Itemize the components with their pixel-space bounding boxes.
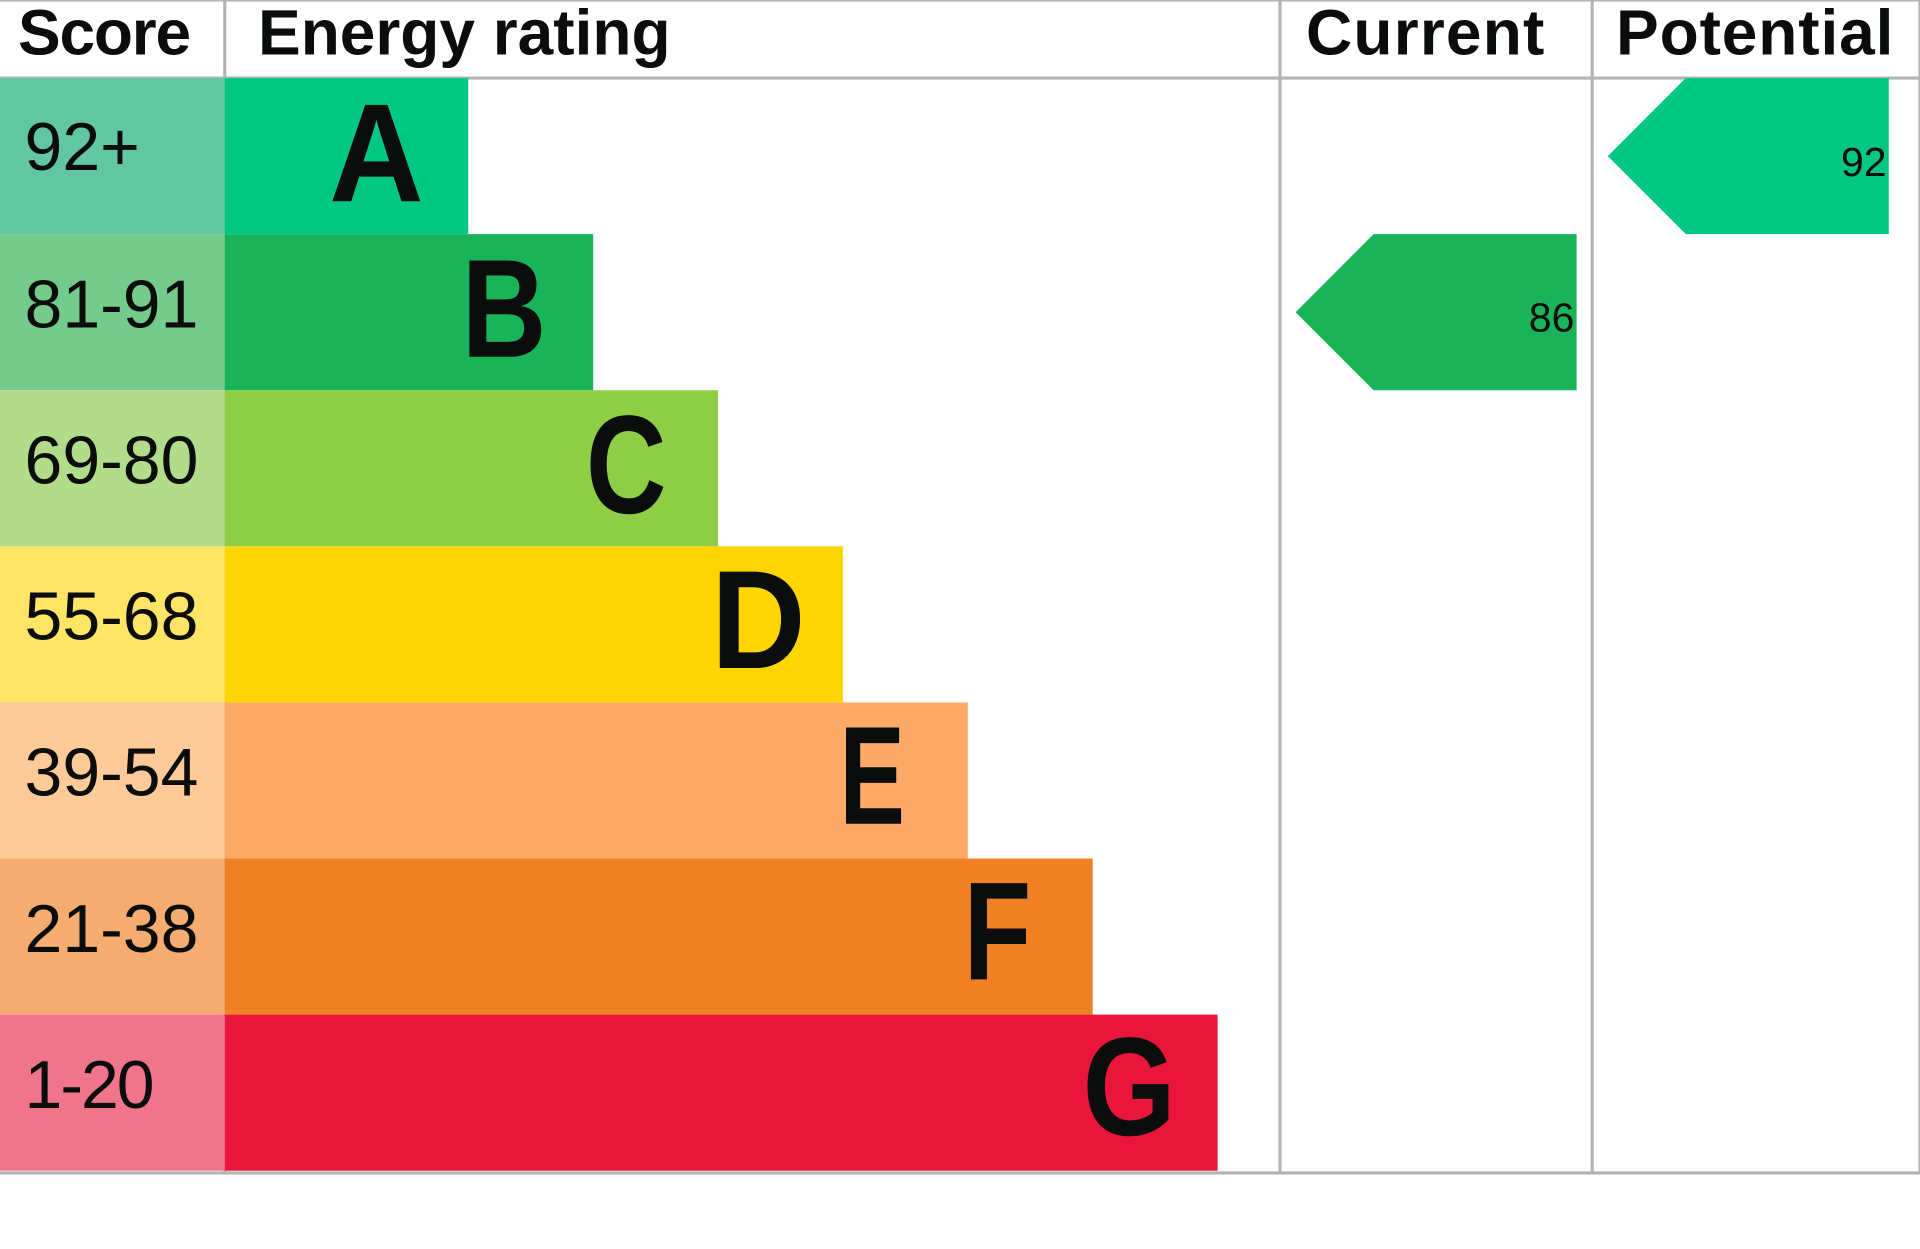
- svg-text:1-20: 1-20: [25, 1047, 153, 1123]
- svg-text:G: G: [1083, 1008, 1176, 1165]
- svg-text:92+: 92+: [25, 109, 140, 185]
- svg-text:Current: Current: [1306, 0, 1546, 69]
- svg-text:Score: Score: [18, 0, 190, 69]
- svg-text:81-91: 81-91: [25, 267, 199, 343]
- svg-text:86: 86: [1529, 295, 1575, 341]
- svg-text:Energy rating: Energy rating: [258, 0, 671, 69]
- svg-text:F: F: [964, 853, 1032, 1009]
- svg-text:69-80: 69-80: [25, 423, 199, 499]
- svg-text:55-68: 55-68: [25, 579, 199, 655]
- svg-text:21-38: 21-38: [25, 891, 199, 967]
- svg-text:39-54: 39-54: [25, 735, 199, 811]
- svg-text:E: E: [839, 698, 904, 854]
- svg-text:92: 92: [1841, 139, 1887, 185]
- svg-text:B: B: [461, 231, 546, 387]
- svg-text:D: D: [711, 541, 806, 698]
- svg-text:A: A: [329, 74, 424, 231]
- svg-text:Potential: Potential: [1616, 0, 1894, 69]
- svg-text:C: C: [586, 386, 666, 543]
